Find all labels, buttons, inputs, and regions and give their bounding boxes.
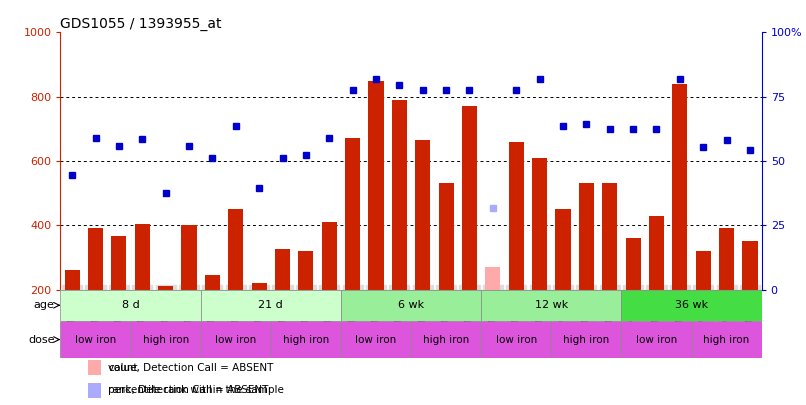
- Bar: [649, 215, 664, 290]
- Bar: [696, 251, 711, 290]
- Bar: [481, 321, 551, 358]
- Text: 12 wk: 12 wk: [534, 300, 568, 310]
- Text: 8 d: 8 d: [122, 300, 139, 310]
- Bar: [131, 321, 201, 358]
- Bar: [742, 241, 758, 290]
- Text: 21 d: 21 d: [259, 300, 283, 310]
- Text: 36 wk: 36 wk: [675, 300, 708, 310]
- Bar: [181, 225, 197, 290]
- Bar: [485, 267, 501, 290]
- Bar: [621, 290, 762, 321]
- Bar: [201, 290, 341, 321]
- Bar: [551, 321, 621, 358]
- Bar: [271, 321, 341, 358]
- Bar: [555, 209, 571, 290]
- Bar: [228, 209, 243, 290]
- Bar: [322, 222, 337, 290]
- Bar: [602, 183, 617, 290]
- Bar: [368, 81, 384, 290]
- Bar: [509, 142, 524, 290]
- Text: percentile rank within the sample: percentile rank within the sample: [108, 385, 284, 395]
- Bar: [205, 275, 220, 290]
- Bar: [672, 84, 688, 290]
- Bar: [345, 139, 360, 290]
- Bar: [532, 158, 547, 290]
- Bar: [60, 321, 131, 358]
- Text: rank, Detection Call = ABSENT: rank, Detection Call = ABSENT: [108, 385, 268, 395]
- Text: 6 wk: 6 wk: [398, 300, 424, 310]
- Text: count: count: [108, 362, 138, 373]
- Bar: [89, 360, 101, 375]
- Bar: [251, 283, 267, 290]
- Text: low iron: low iron: [75, 335, 116, 345]
- Bar: [462, 107, 477, 290]
- Text: high iron: high iron: [704, 335, 750, 345]
- Bar: [158, 286, 173, 290]
- Text: GDS1055 / 1393955_at: GDS1055 / 1393955_at: [60, 17, 222, 31]
- Bar: [64, 270, 80, 290]
- Bar: [201, 321, 271, 358]
- Bar: [341, 321, 411, 358]
- Bar: [719, 228, 734, 290]
- Bar: [692, 321, 762, 358]
- Text: dose: dose: [28, 335, 55, 345]
- Text: low iron: low iron: [215, 335, 256, 345]
- Text: high iron: high iron: [563, 335, 609, 345]
- Bar: [341, 290, 481, 321]
- Bar: [111, 237, 127, 290]
- Bar: [88, 228, 103, 290]
- Bar: [438, 183, 454, 290]
- Bar: [415, 140, 430, 290]
- Bar: [298, 251, 314, 290]
- Bar: [481, 290, 621, 321]
- Text: high iron: high iron: [423, 335, 469, 345]
- Bar: [275, 249, 290, 290]
- Text: high iron: high iron: [283, 335, 329, 345]
- Bar: [60, 290, 201, 321]
- Text: age: age: [34, 300, 55, 310]
- Bar: [579, 183, 594, 290]
- Text: low iron: low iron: [355, 335, 397, 345]
- Bar: [625, 238, 641, 290]
- Bar: [135, 224, 150, 290]
- Text: low iron: low iron: [636, 335, 677, 345]
- Bar: [89, 360, 101, 375]
- Bar: [89, 383, 101, 398]
- Text: high iron: high iron: [143, 335, 189, 345]
- Bar: [392, 100, 407, 290]
- Bar: [89, 383, 101, 398]
- Text: value, Detection Call = ABSENT: value, Detection Call = ABSENT: [108, 362, 273, 373]
- Text: low iron: low iron: [496, 335, 537, 345]
- Bar: [411, 321, 481, 358]
- Bar: [621, 321, 692, 358]
